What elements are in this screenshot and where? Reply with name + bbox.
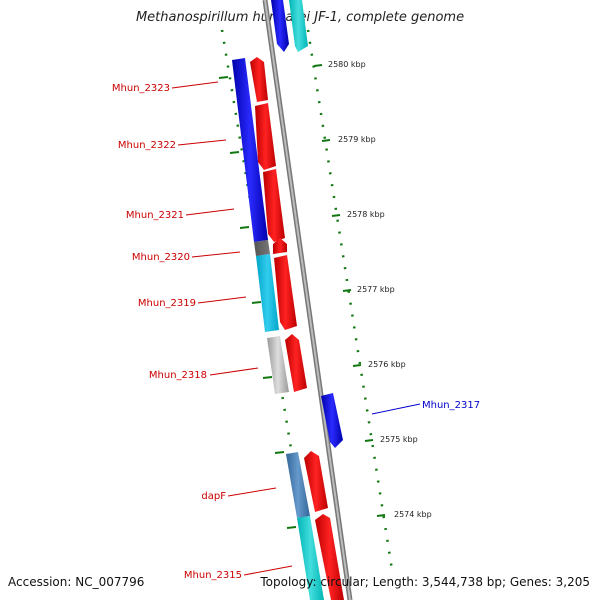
backbone-inner xyxy=(264,0,351,600)
gene-mhun-2318[interactable] xyxy=(267,336,289,394)
gene-red-arrow[interactable] xyxy=(304,451,328,512)
gene-mhun-2315[interactable] xyxy=(297,516,324,600)
tick-label: 2574 kbp xyxy=(394,510,432,519)
tick-label: 2577 kbp xyxy=(357,285,395,294)
gene-mhun-2320[interactable] xyxy=(254,240,270,256)
gene-red-arrow[interactable] xyxy=(273,238,287,254)
gene-red-arrow[interactable] xyxy=(255,103,276,170)
gene-red-arrow[interactable] xyxy=(315,514,344,600)
gene-red-arrow[interactable] xyxy=(274,255,297,330)
gene-top-blue[interactable] xyxy=(271,0,289,52)
gene-label-mhun-2318: Mhun_2318 xyxy=(149,370,207,381)
backbone xyxy=(262,0,353,600)
gene-dapf[interactable] xyxy=(286,452,310,518)
gene-label-mhun-2320: Mhun_2320 xyxy=(132,252,190,263)
gene-labels: Mhun_2323 Mhun_2322 Mhun_2321 Mhun_2320 … xyxy=(112,83,480,581)
scale-ticks: 2580 kbp 2579 kbp 2578 kbp 2577 kbp 2576… xyxy=(313,60,432,519)
topology-text: Topology: circular; Length: 3,544,738 bp… xyxy=(260,575,590,589)
tick-mark xyxy=(321,139,331,142)
tick-mark xyxy=(331,214,341,217)
tick-label: 2578 kbp xyxy=(347,210,385,219)
gene-label-mhun-2315: Mhun_2315 xyxy=(184,570,242,581)
gene-label-mhun-2317: Mhun_2317 xyxy=(422,400,480,411)
gene-label-dapf: dapF xyxy=(201,491,226,502)
tick-label: 2580 kbp xyxy=(328,60,366,69)
label-leaders xyxy=(171,81,421,576)
tick-mark xyxy=(376,514,386,517)
gene-mhun-2321-2323-block[interactable] xyxy=(232,58,268,242)
tick-mark xyxy=(342,289,352,292)
inner-ticks xyxy=(218,76,297,529)
gene-red-arrow[interactable] xyxy=(285,334,307,392)
gene-top-teal[interactable] xyxy=(289,0,308,52)
gene-label-mhun-2322: Mhun_2322 xyxy=(118,140,176,151)
tick-mark xyxy=(364,439,374,442)
gene-red-arrow[interactable] xyxy=(263,169,285,242)
tick-mark xyxy=(313,64,323,67)
gene-mhun-2319[interactable] xyxy=(256,254,279,332)
tick-mark xyxy=(352,364,362,367)
gene-mhun-2317[interactable] xyxy=(321,393,343,448)
tick-label: 2579 kbp xyxy=(338,135,376,144)
tick-label: 2576 kbp xyxy=(368,360,406,369)
tick-label: 2575 kbp xyxy=(380,435,418,444)
gene-label-mhun-2319: Mhun_2319 xyxy=(138,298,196,309)
gene-label-mhun-2323: Mhun_2323 xyxy=(112,83,170,94)
gene-label-mhun-2321: Mhun_2321 xyxy=(126,210,184,221)
gene-red-arrow[interactable] xyxy=(250,57,268,102)
accession-text: Accession: NC_007796 xyxy=(8,575,145,589)
